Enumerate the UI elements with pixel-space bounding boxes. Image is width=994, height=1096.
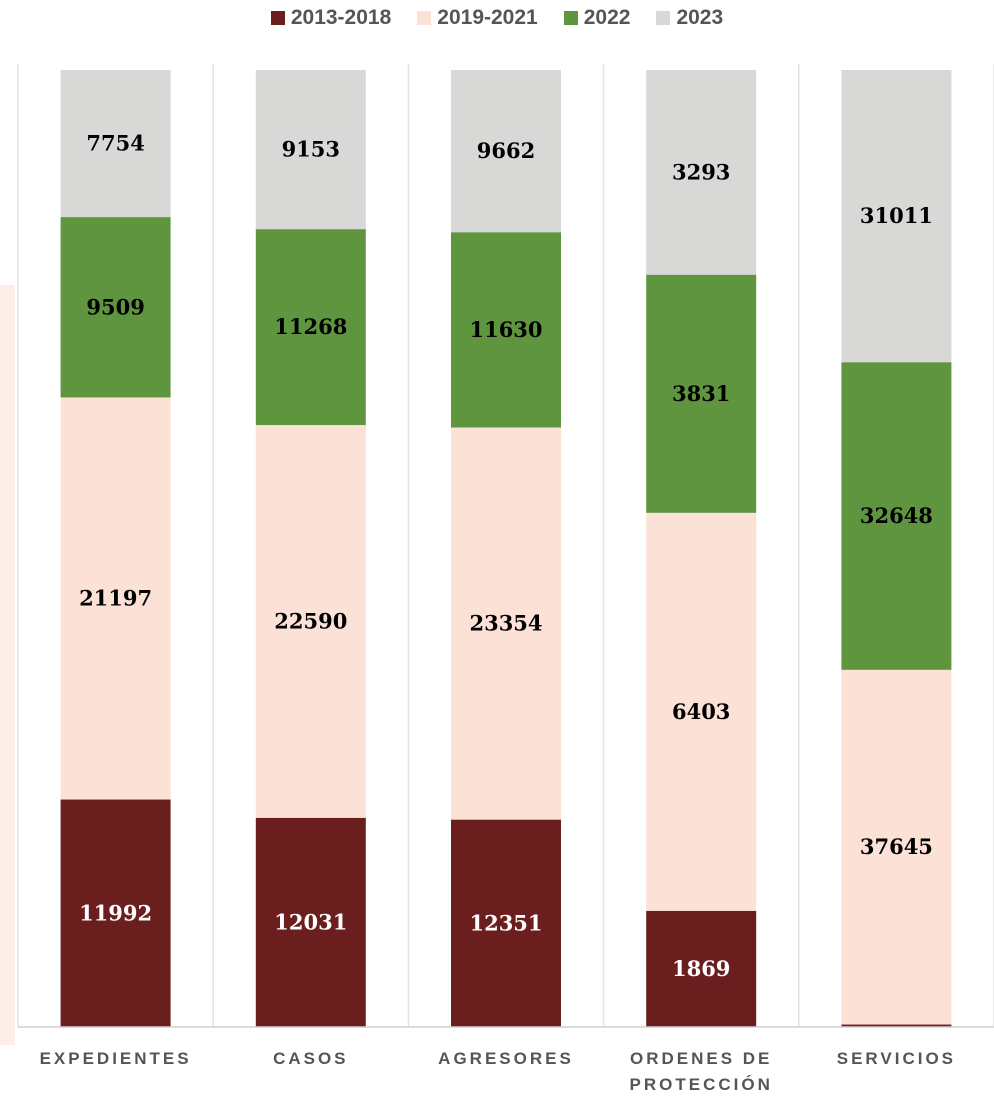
category-label-0: EXPEDIENTES [40,1049,192,1068]
data-label-1-2019-2021: 22590 [274,608,347,633]
bar-segment-1-2019-2021 [255,425,366,818]
data-label-4-2019-2021: 37645 [860,834,933,859]
legend-swatch-2022 [563,11,578,25]
bar-segment-4-2013-2018 [841,1024,952,1027]
bar-segment-2-2022 [451,232,561,428]
legend-label-2023: 2023 [676,6,724,29]
legend-item-2013-2018: 2013-2018 [270,6,392,30]
data-label-3-2023: 3293 [672,159,730,184]
data-label-3-2019-2021: 6403 [672,699,730,724]
bar-segment-0-2019-2021 [60,397,171,800]
bar-segment-3-2023 [646,70,757,275]
legend-swatch-2023 [656,11,671,25]
bar-segment-2-2013-2018 [451,819,561,1027]
bar-segment-2-2023 [451,70,561,233]
data-label-3-2022: 3831 [672,381,730,406]
legend-swatch-2019-2021 [417,11,432,25]
legend-label-2019-2021: 2019-2021 [437,6,538,29]
bar-segment-0-2013-2018 [60,799,171,1027]
category-label-3-line-1: PROTECCIÓN [630,1075,773,1094]
data-label-2-2023: 9662 [477,138,535,163]
side-decoration-band [0,285,15,1045]
category-label-4: SERVICIOS [837,1049,956,1068]
bar-segment-0-2022 [60,217,171,398]
data-label-2-2019-2021: 23354 [469,611,542,636]
bar-segment-1-2022 [255,229,366,426]
legend-item-2022: 2022 [563,6,631,30]
legend-label-2022: 2022 [583,6,631,29]
bar-segment-4-2022 [841,362,952,670]
bar-segment-0-2023 [60,70,171,218]
data-label-1-2013-2018: 12031 [274,909,347,934]
data-label-1-2023: 9153 [282,137,340,162]
data-label-1-2022: 11268 [274,314,347,339]
category-label-3-line-0: ORDENES DE [630,1049,772,1068]
data-label-4-2023: 31011 [860,203,933,228]
bar-segment-3-2019-2021 [646,512,757,911]
category-label-1: CASOS [273,1049,348,1068]
data-label-2-2022: 11630 [469,317,542,342]
chart-legend: 2013-2018 2019-2021 2022 2023 [0,4,994,32]
data-label-0-2022: 9509 [86,294,144,319]
bar-segment-4-2023 [841,70,952,363]
legend-item-2023: 2023 [656,6,723,30]
legend-label-2013-2018: 2013-2018 [290,6,392,29]
data-label-3-2013-2018: 1869 [672,956,730,981]
data-label-2-2013-2018: 12351 [469,910,542,935]
category-label-2: AGRESORES [438,1049,574,1068]
bar-segment-1-2013-2018 [255,817,366,1027]
data-label-0-2023: 7754 [86,131,144,156]
data-label-4-2022: 32648 [860,503,933,528]
legend-item-2019-2021: 2019-2021 [417,6,538,30]
data-label-0-2019-2021: 21197 [79,585,152,610]
legend-swatch-2013-2018 [270,11,285,25]
bar-segment-3-2013-2018 [646,910,757,1027]
bar-segment-4-2019-2021 [841,669,952,1025]
bar-segment-2-2019-2021 [451,427,561,820]
data-label-0-2013-2018: 11992 [79,900,152,925]
bar-segment-3-2022 [646,274,757,513]
bar-segment-1-2023 [255,70,366,230]
